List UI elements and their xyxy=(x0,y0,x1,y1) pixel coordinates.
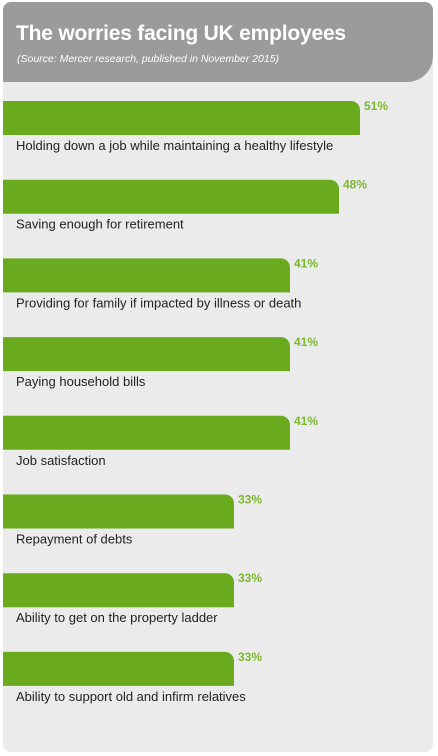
category-label-6: Repayment of debts xyxy=(16,532,133,547)
value-label-5: 41% xyxy=(294,414,318,428)
bar-5 xyxy=(3,415,290,450)
category-label-3: Providing for family if impacted by illn… xyxy=(16,295,301,310)
value-label-1: 51% xyxy=(364,99,388,113)
infographic-card: The worries facing UK employees (Source:… xyxy=(3,2,433,752)
category-label-8: Ability to support old and infirm relati… xyxy=(16,689,246,704)
value-label-6: 33% xyxy=(238,493,262,507)
category-label-7: Ability to get on the property ladder xyxy=(16,610,218,625)
chart-title: The worries facing UK employees xyxy=(16,22,346,45)
category-label-5: Job satisfaction xyxy=(16,453,106,468)
category-label-4: Paying household bills xyxy=(16,374,146,389)
bar-3 xyxy=(3,258,290,293)
value-label-3: 41% xyxy=(294,256,318,270)
bar-6 xyxy=(3,494,234,529)
bar-2 xyxy=(3,179,339,214)
bar-4 xyxy=(3,337,290,372)
header-banner: The worries facing UK employees (Source:… xyxy=(3,2,433,82)
category-label-1: Holding down a job while maintaining a h… xyxy=(16,138,333,153)
value-label-7: 33% xyxy=(238,571,262,585)
category-label-2: Saving enough for retirement xyxy=(16,217,184,232)
bar-1 xyxy=(3,101,360,135)
chart-subtitle: (Source: Mercer research, published in N… xyxy=(17,53,280,65)
bar-8 xyxy=(3,651,234,686)
bar-chart: 51% Holding down a job while maintaining … xyxy=(3,99,388,704)
value-label-2: 48% xyxy=(343,178,367,192)
bar-7 xyxy=(3,573,234,608)
value-label-4: 41% xyxy=(294,335,318,349)
value-label-8: 33% xyxy=(238,650,262,664)
